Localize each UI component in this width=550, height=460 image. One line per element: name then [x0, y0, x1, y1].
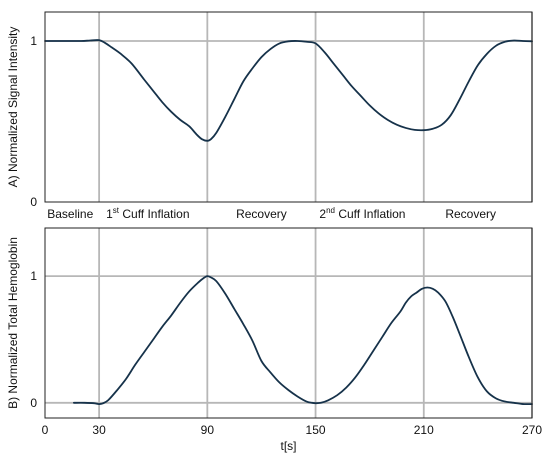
panel-b-x-ticks: 0 30 90 150 210 270: [42, 423, 543, 437]
panel-a-plot-frame: [44, 11, 533, 203]
panel-b-xtick-label-4: 210: [414, 423, 434, 437]
panel-b-xtick-label-5: 270: [522, 423, 542, 437]
panel-a-phase-label-3: 2nd Cuff Inflation: [319, 206, 405, 221]
panel-b-xtick-label-0: 0: [42, 423, 49, 437]
panel-a-ytick-label-0: 0: [30, 195, 37, 209]
panel-b-total-hemoglobin-chart: 01 0 30 90 150 210 270 B) Normalized Total He…: [6, 227, 543, 453]
panel-b-gridlines: [45, 228, 533, 418]
panel-a-signal-intensity-chart: 01 Baseline 1st Cuff Inflation Recovery 2nd…: [6, 11, 533, 221]
panel-a-phase-label-0: Baseline: [47, 207, 93, 221]
panel-b-y-ticks: 01: [30, 269, 37, 410]
panel-a-y-axis-title: A) Normalized Signal Intensity: [6, 27, 20, 188]
panel-a-y-ticks: 01: [30, 34, 37, 209]
panel-a-phase-label-2: Recovery: [236, 207, 287, 221]
panel-a-series: [44, 39, 533, 142]
panel-a-ytick-label-1: 1: [30, 34, 37, 48]
panel-b-series-line-0: [72, 275, 533, 406]
panel-a-phase-labels: Baseline 1st Cuff Inflation Recovery 2nd Cu…: [47, 206, 496, 221]
panel-b-x-axis-title: t[s]: [280, 439, 296, 453]
panel-a-phase-label-1: 1st Cuff Inflation: [106, 206, 189, 221]
panel-b-xtick-label-2: 90: [201, 423, 215, 437]
panel-b-plot-frame: [44, 227, 533, 419]
panel-b-ytick-label-1: 1: [30, 269, 37, 283]
panel-a-phase-label-4: Recovery: [445, 207, 496, 221]
panel-a-series-line-0: [44, 39, 533, 142]
panel-b-xtick-label-3: 150: [306, 423, 326, 437]
panel-b-xtick-label-1: 30: [92, 423, 106, 437]
panel-b-series: [72, 275, 533, 406]
panel-b-y-axis-title: B) Normalized Total Hemoglobin: [6, 237, 20, 409]
panel-b-ytick-label-0: 0: [30, 396, 37, 410]
